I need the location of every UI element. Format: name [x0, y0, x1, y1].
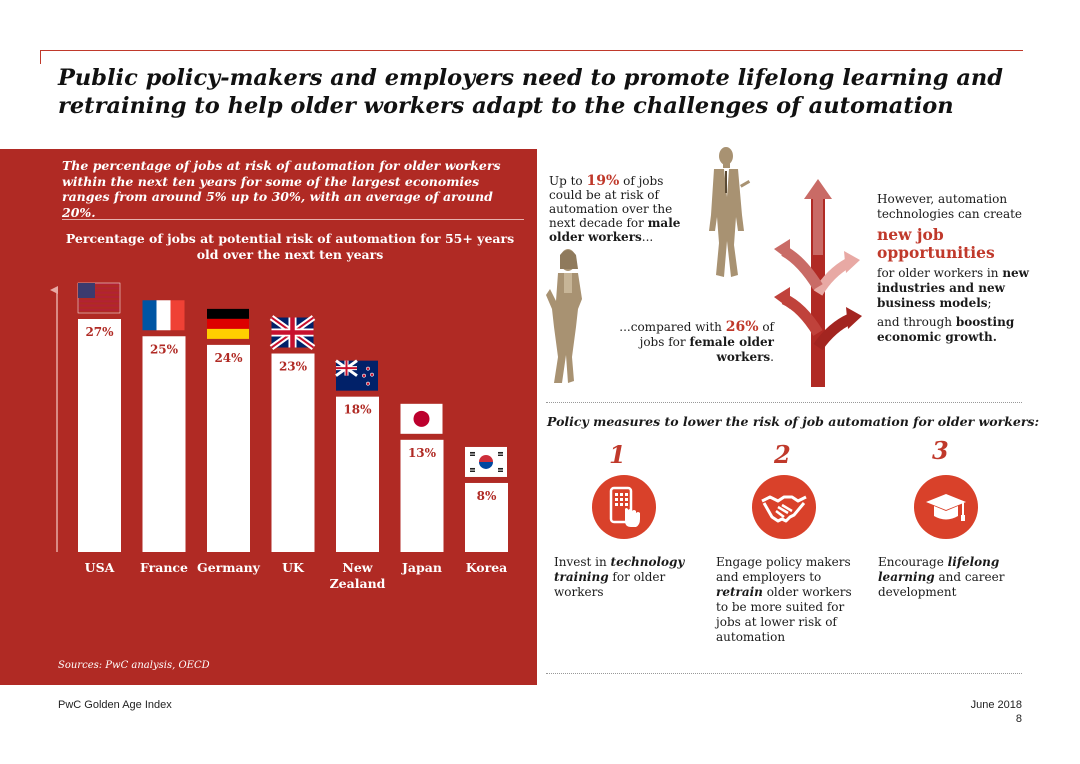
category-label-0: USA: [85, 560, 115, 575]
male-risk-text: Up to 19% of jobs could be at risk of au…: [549, 173, 681, 244]
footer-source-title: PwC Golden Age Index: [58, 699, 172, 711]
bar-value-label-4: 18%: [343, 403, 372, 417]
bar-6: [465, 482, 508, 552]
footer-date-page: June 2018 8: [922, 698, 1022, 726]
sources-note: Sources: PwC analysis, OECD: [58, 660, 210, 671]
page-number: 8: [1015, 713, 1022, 725]
policy-number-3: 3: [932, 436, 949, 465]
bar-2: [207, 344, 250, 552]
bar-value-label-2: 24%: [214, 351, 243, 365]
category-label-4: New Zealand: [330, 560, 386, 591]
policy-text-2: Engage policy makers and employers to re…: [716, 555, 852, 644]
policy-text-3: Encourage lifelong learning and career d…: [878, 555, 1005, 599]
male-figure-icon: [709, 147, 751, 277]
usa-flag: [77, 282, 121, 314]
policy-number-1: 1: [609, 440, 626, 469]
dotted-divider-top: [546, 402, 1022, 403]
branching-arrows-icon: [774, 179, 862, 387]
opportunities-highlight: new job opportunities: [877, 225, 995, 262]
policy-text-1: Invest in technology training for older …: [554, 555, 685, 599]
france-flag: [142, 300, 185, 331]
japan-flag: [400, 403, 443, 434]
bar-3: [271, 353, 315, 552]
category-label-1: France: [140, 560, 188, 575]
bar-4: [336, 396, 379, 552]
female-risk-value: 26%: [725, 319, 759, 335]
bar-value-label-0: 27%: [85, 325, 114, 339]
bar-0: [78, 319, 121, 552]
handshake-icon: [752, 475, 816, 539]
bar-value-label-5: 13%: [408, 446, 437, 460]
female-risk-text: ...compared with 26% of jobs for female …: [619, 319, 774, 365]
top-rule-tick: [40, 50, 41, 64]
category-label-3: UK: [282, 560, 305, 575]
graduation-cap-icon: [914, 475, 978, 539]
opportunities-text: However, automation technologies can cre…: [877, 192, 1037, 349]
new-zealand-flag: [335, 359, 378, 391]
touch-tablet-icon: [592, 475, 656, 539]
panel-divider: [62, 219, 524, 220]
category-label-5: Japan: [401, 560, 442, 575]
male-risk-value: 19%: [586, 173, 620, 189]
chart-intro: The percentage of jobs at risk of automa…: [62, 158, 501, 220]
female-figure-icon: [546, 249, 582, 383]
top-rule: [40, 50, 1023, 51]
uk-flag: [269, 315, 316, 350]
bar-1: [142, 336, 186, 552]
bar-chart: 27% USA 25% France 24% Germany 23% UK 18% New Zeal…: [50, 282, 508, 591]
bar-5: [400, 439, 444, 552]
bar-value-label-3: 23%: [279, 360, 308, 374]
germany-flag: [207, 308, 249, 339]
footer-date: June 2018: [970, 699, 1022, 711]
dotted-divider-bottom: [546, 673, 1022, 674]
category-label-2: Germany: [197, 560, 261, 575]
bar-value-label-1: 25%: [150, 342, 179, 356]
page-title: Public policy-makers and employers need …: [58, 65, 1003, 119]
policy-number-2: 2: [774, 440, 791, 469]
chart-title: Percentage of jobs at potential risk of …: [65, 231, 515, 262]
category-label-6: Korea: [466, 560, 508, 575]
bar-value-label-6: 8%: [477, 489, 497, 503]
policy-title: Policy measures to lower the risk of job…: [547, 414, 1040, 429]
korea-flag: [465, 446, 507, 477]
